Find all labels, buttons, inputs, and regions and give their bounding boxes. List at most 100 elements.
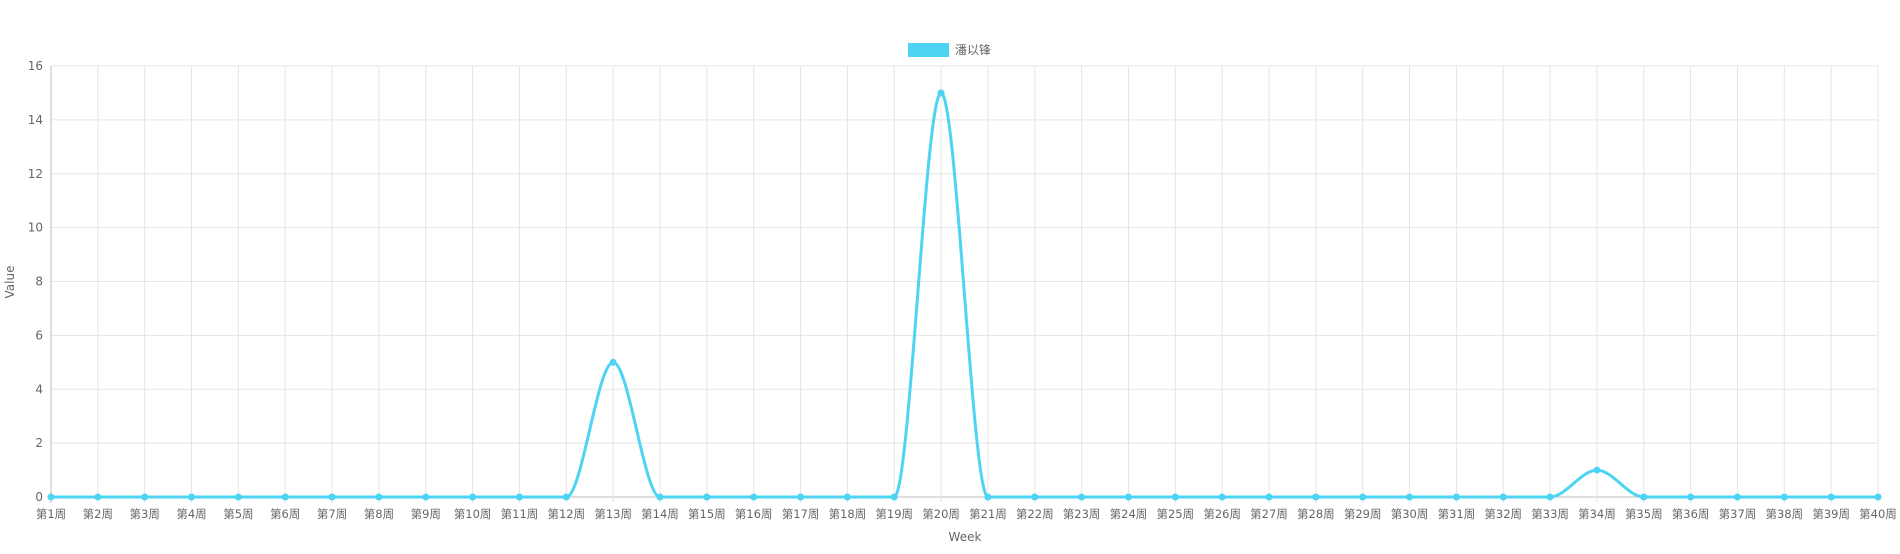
x-tick-label: 第30周 xyxy=(1391,507,1429,521)
data-point xyxy=(469,493,477,501)
data-point xyxy=(375,493,383,501)
x-tick-label: 第33周 xyxy=(1531,507,1569,521)
x-tick-label: 第22周 xyxy=(1016,507,1054,521)
x-tick-label: 第25周 xyxy=(1156,507,1194,521)
data-point xyxy=(515,493,523,501)
x-tick-label: 第16周 xyxy=(735,507,773,521)
data-point xyxy=(1780,493,1788,501)
x-tick-label: 第35周 xyxy=(1625,507,1663,521)
legend-swatch xyxy=(908,43,949,57)
x-tick-label: 第34周 xyxy=(1578,507,1616,521)
axes: 0 2 4 6 8 10 12 14 16 第1周 第2周 第3周 第4周 第5周 第6周 第7周 第8周 第9周… xyxy=(28,59,1897,521)
data-point xyxy=(1687,493,1695,501)
data-point xyxy=(656,493,664,501)
data-point xyxy=(1359,493,1367,501)
data-point xyxy=(1031,493,1039,501)
data-point xyxy=(1546,493,1554,501)
data-point xyxy=(1312,493,1320,501)
series-line xyxy=(51,91,1879,499)
x-tick-label: 第9周 xyxy=(411,507,441,521)
x-tick-label: 第32周 xyxy=(1484,507,1522,521)
y-tick-label: 0 xyxy=(35,490,43,504)
data-point xyxy=(937,89,945,97)
x-tick-label: 第10周 xyxy=(454,507,492,521)
x-tick-label: 第3周 xyxy=(130,507,160,521)
x-tick-label: 第11周 xyxy=(501,507,539,521)
data-point xyxy=(1640,493,1648,501)
x-tick-label: 第19周 xyxy=(875,507,913,521)
x-tick-label: 第36周 xyxy=(1672,507,1710,521)
x-tick-label: 第14周 xyxy=(641,507,679,521)
data-point xyxy=(1452,493,1460,501)
data-point xyxy=(843,493,851,501)
data-point xyxy=(562,493,570,501)
data-point xyxy=(797,493,805,501)
x-tick-label: 第2周 xyxy=(83,507,113,521)
data-point xyxy=(1406,493,1414,501)
x-tick-label: 第39周 xyxy=(1812,507,1850,521)
y-tick-label: 4 xyxy=(35,382,43,396)
y-tick-label: 14 xyxy=(28,113,43,127)
x-tick-label: 第38周 xyxy=(1765,507,1803,521)
x-tick-label: 第21周 xyxy=(969,507,1007,521)
y-tick-label: 2 xyxy=(35,436,43,450)
data-point xyxy=(984,493,992,501)
x-tick-label: 第37周 xyxy=(1719,507,1757,521)
data-point xyxy=(1265,493,1273,501)
x-tick-label: 第1周 xyxy=(36,507,66,521)
data-point xyxy=(47,493,55,501)
legend[interactable]: 潘以锋 xyxy=(908,43,991,57)
data-point xyxy=(328,493,336,501)
y-tick-label: 8 xyxy=(35,275,43,289)
data-point xyxy=(141,493,149,501)
data-point xyxy=(1218,493,1226,501)
data-point xyxy=(703,493,711,501)
x-tick-label: 第28周 xyxy=(1297,507,1335,521)
data-point xyxy=(188,493,196,501)
grid xyxy=(50,65,1879,503)
x-tick-label: 第40周 xyxy=(1859,507,1897,521)
data-point xyxy=(1499,493,1507,501)
data-point xyxy=(1733,493,1741,501)
x-tick-label: 第4周 xyxy=(176,507,206,521)
y-tick-label: 16 xyxy=(28,59,43,73)
data-point xyxy=(234,493,242,501)
x-tick-label: 第18周 xyxy=(829,507,867,521)
data-point xyxy=(1593,466,1601,474)
x-tick-label: 第7周 xyxy=(317,507,347,521)
x-tick-label: 第29周 xyxy=(1344,507,1382,521)
legend-label: 潘以锋 xyxy=(955,43,991,57)
data-point xyxy=(1874,493,1882,501)
data-point xyxy=(1171,493,1179,501)
data-point xyxy=(281,493,289,501)
x-tick-label: 第20周 xyxy=(922,507,960,521)
series-layer xyxy=(47,89,1882,501)
data-point xyxy=(1078,493,1086,501)
x-tick-label: 第27周 xyxy=(1250,507,1288,521)
y-tick-label: 6 xyxy=(35,328,43,342)
x-axis-title: Week xyxy=(949,530,982,544)
y-axis-title: Value xyxy=(3,266,17,299)
x-tick-label: 第24周 xyxy=(1110,507,1148,521)
data-point xyxy=(1124,493,1132,501)
y-tick-label: 10 xyxy=(28,221,43,235)
x-tick-label: 第13周 xyxy=(594,507,632,521)
data-point xyxy=(609,358,617,366)
x-tick-label: 第26周 xyxy=(1203,507,1241,521)
data-point xyxy=(1827,493,1835,501)
x-tick-label: 第6周 xyxy=(270,507,300,521)
data-point xyxy=(94,493,102,501)
data-point xyxy=(422,493,430,501)
x-tick-label: 第17周 xyxy=(782,507,820,521)
x-tick-label: 第23周 xyxy=(1063,507,1101,521)
data-point xyxy=(750,493,758,501)
x-tick-label: 第31周 xyxy=(1438,507,1476,521)
x-tick-label: 第8周 xyxy=(364,507,394,521)
y-tick-label: 12 xyxy=(28,167,43,181)
x-tick-label: 第5周 xyxy=(223,507,253,521)
x-tick-label: 第15周 xyxy=(688,507,726,521)
x-tick-label: 第12周 xyxy=(547,507,585,521)
data-point xyxy=(890,493,898,501)
